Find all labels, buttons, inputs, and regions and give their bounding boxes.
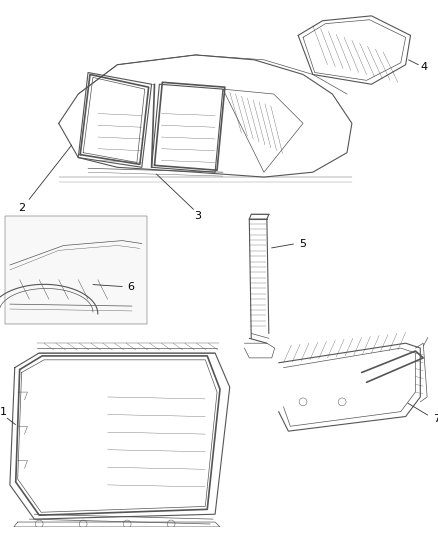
Text: 6: 6 <box>127 281 134 292</box>
Text: 4: 4 <box>420 62 427 71</box>
Text: 3: 3 <box>194 211 201 221</box>
Bar <box>5 216 147 324</box>
Text: 1: 1 <box>0 407 7 417</box>
Text: 5: 5 <box>299 239 306 248</box>
Text: 2: 2 <box>18 204 25 213</box>
Text: 7: 7 <box>433 415 438 424</box>
